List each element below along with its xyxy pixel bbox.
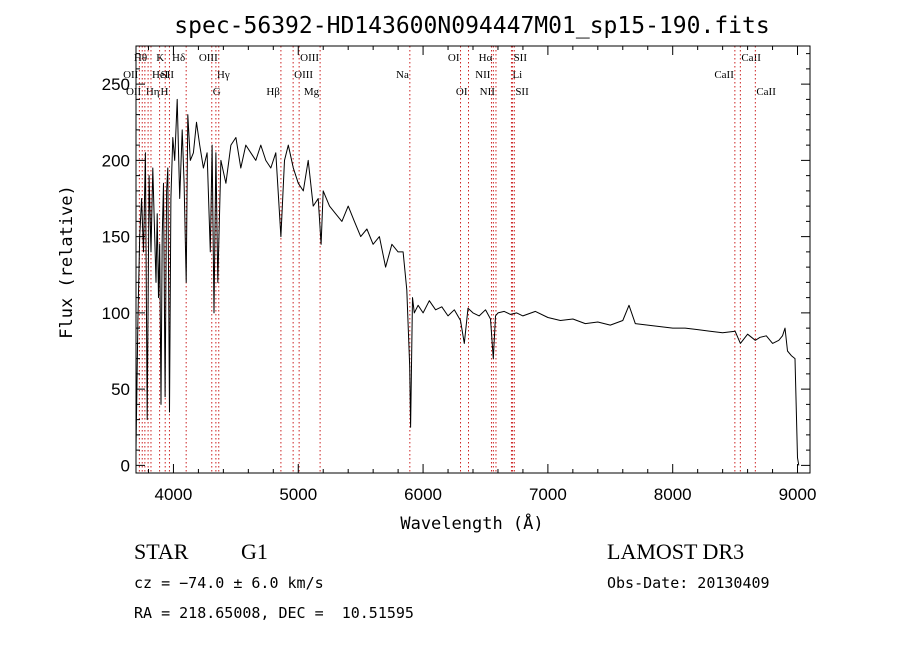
line-label-14: OIII xyxy=(300,52,319,64)
x-tick-label-3: 7000 xyxy=(529,485,567,504)
y-axis: 0 50 100 150 200 250 xyxy=(102,53,810,475)
x-axis-label: Wavelength (Å) xyxy=(400,512,543,534)
line-label-20: Hα xyxy=(479,52,493,64)
line-label-26: CaII xyxy=(741,52,761,64)
coordinates: RA = 218.65008, DEC = 10.51595 xyxy=(134,604,414,622)
spectrum-chart: spec-56392-HD143600N094447M01_sp15-190.f… xyxy=(57,13,817,534)
y-tick-label-3: 150 xyxy=(102,228,130,247)
y-tick-label-1: 50 xyxy=(111,380,130,399)
line-label-17: OI xyxy=(448,52,460,64)
spectrum-line-0 xyxy=(135,98,800,466)
line-label-11: OIII xyxy=(199,52,218,64)
line-label-9: G xyxy=(213,86,221,98)
line-label-27: CaII xyxy=(756,86,776,98)
subclass: G1 xyxy=(241,539,268,564)
x-tick-label-0: 4000 xyxy=(155,485,193,504)
x-tick-label-2: 6000 xyxy=(404,485,442,504)
line-label-22: Li xyxy=(512,69,522,81)
line-label-7: H xyxy=(160,86,168,98)
line-label-6: K xyxy=(156,52,164,64)
y-tick-label-4: 200 xyxy=(102,151,130,170)
y-axis-label: Flux (relative) xyxy=(57,185,77,339)
line-label-21: NII xyxy=(480,86,496,98)
x-axis: 4000 5000 6000 7000 8000 9000 xyxy=(147,46,817,504)
line-label-0: OII xyxy=(123,69,139,81)
line-label-2: Hη xyxy=(146,86,160,98)
spectrum-layer xyxy=(135,98,800,466)
line-label-1: OII xyxy=(126,86,142,98)
cz-value: cz = −74.0 ± 6.0 km/s xyxy=(134,574,324,592)
line-label-13: OIII xyxy=(294,69,313,81)
line-label-10: Hγ xyxy=(217,69,230,81)
survey-label: LAMOST DR3 xyxy=(607,539,745,564)
object-class: STAR xyxy=(134,539,189,564)
obs-date: Obs-Date: 20130409 xyxy=(607,574,770,592)
x-tick-label-4: 8000 xyxy=(654,485,692,504)
line-label-3: Hθ xyxy=(134,52,147,64)
line-label-8: Hδ xyxy=(172,52,185,64)
y-tick-label-5: 250 xyxy=(102,75,130,94)
line-label-19: NII xyxy=(475,69,491,81)
line-label-12: Hβ xyxy=(266,86,280,98)
line-label-4: HeI xyxy=(152,69,169,81)
x-tick-label-1: 5000 xyxy=(279,485,317,504)
line-label-16: Na xyxy=(396,69,409,81)
line-label-5: SII xyxy=(161,69,175,81)
line-label-18: OI xyxy=(456,86,468,98)
line-label-15: Mg xyxy=(304,86,320,98)
chart-title: spec-56392-HD143600N094447M01_sp15-190.f… xyxy=(174,13,769,39)
line-label-25: CaII xyxy=(714,69,734,81)
y-tick-label-2: 100 xyxy=(102,304,130,323)
line-label-24: SII xyxy=(515,86,529,98)
line-label-23: SII xyxy=(514,52,528,64)
plot-frame xyxy=(135,45,811,474)
y-tick-label-0: 0 xyxy=(121,456,130,475)
x-tick-label-5: 9000 xyxy=(779,485,817,504)
